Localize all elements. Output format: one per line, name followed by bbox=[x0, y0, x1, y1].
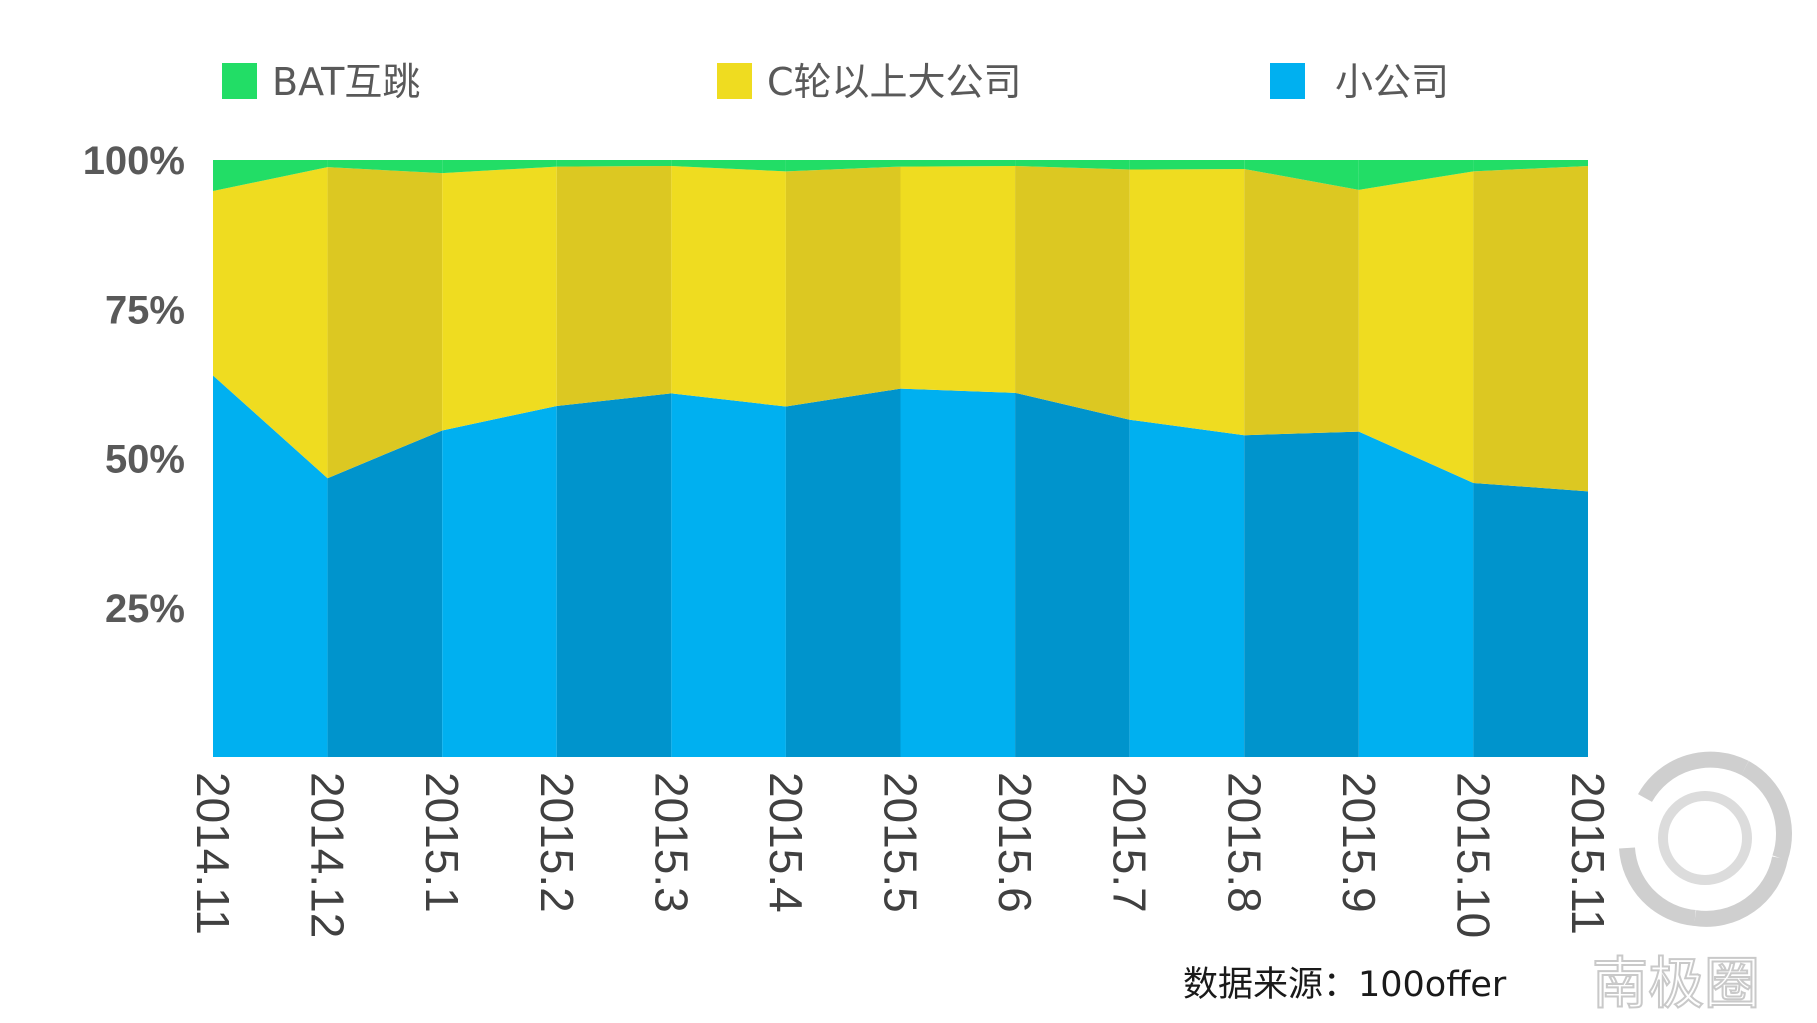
x-tick-label: 2015.2 bbox=[531, 772, 583, 913]
area-segment bbox=[1129, 168, 1245, 436]
x-tick-label: 2015.1 bbox=[416, 772, 468, 913]
area-segment bbox=[1473, 165, 1588, 492]
y-tick-label: 25% bbox=[105, 587, 185, 631]
series-2 bbox=[213, 160, 1588, 192]
area-segment bbox=[1244, 168, 1359, 436]
area-segment bbox=[1129, 160, 1245, 170]
area-segment bbox=[671, 393, 786, 757]
area-segment bbox=[556, 160, 672, 167]
x-axis: 2014.11 2014.12 2015.1 2015.2 2015.3 2015.4 20… bbox=[187, 772, 1614, 938]
area-segment bbox=[1358, 171, 1474, 483]
source-note: 数据来源：100offer bbox=[1183, 965, 1507, 1005]
x-tick-label: 2015.5 bbox=[875, 772, 927, 913]
area-segment bbox=[1244, 160, 1359, 190]
x-tick-label: 2015.10 bbox=[1447, 772, 1499, 938]
area-segment bbox=[1473, 482, 1588, 757]
legend-swatch-bat bbox=[222, 63, 257, 99]
area-segment bbox=[785, 160, 901, 172]
legend-label-small-company: 小公司 bbox=[1335, 60, 1449, 104]
area-segment bbox=[1358, 160, 1474, 190]
area-segment bbox=[671, 160, 786, 172]
area-segment bbox=[1015, 392, 1130, 757]
x-tick-label: 2015.7 bbox=[1104, 772, 1156, 913]
area-segment bbox=[327, 160, 443, 174]
area-segment bbox=[1473, 160, 1588, 172]
area-segment bbox=[785, 388, 901, 757]
area-segment bbox=[442, 160, 557, 174]
area-segment bbox=[1015, 160, 1130, 170]
area-segment bbox=[442, 166, 557, 431]
legend-label-bat: BAT互跳 bbox=[272, 60, 420, 104]
area-segment bbox=[327, 430, 443, 757]
area-segment bbox=[785, 166, 901, 407]
petal-logo-icon bbox=[1619, 751, 1792, 927]
x-tick-label: 2015.11 bbox=[1562, 772, 1614, 935]
watermark: 南极圈 bbox=[1591, 751, 1792, 1018]
area-segment bbox=[1015, 165, 1130, 420]
area-segment bbox=[1244, 431, 1359, 757]
area-segment bbox=[900, 165, 1016, 393]
x-tick-label: 2015.6 bbox=[989, 772, 1041, 913]
legend-label-large-company: C轮以上大公司 bbox=[767, 60, 1022, 104]
legend-swatch-small-company bbox=[1270, 63, 1305, 99]
y-tick-label: 50% bbox=[105, 438, 185, 482]
area-segment bbox=[900, 388, 1016, 757]
y-axis: 25% 50% 75% 100% bbox=[83, 139, 185, 631]
x-tick-label: 2015.9 bbox=[1333, 772, 1385, 913]
area-segment bbox=[900, 160, 1016, 167]
area-segment bbox=[1129, 419, 1245, 757]
area-segment bbox=[556, 393, 672, 757]
area-segment bbox=[213, 375, 328, 757]
area-segment bbox=[556, 165, 672, 406]
watermark-text: 南极圈 bbox=[1592, 952, 1760, 1017]
series-0 bbox=[213, 375, 1588, 757]
plot-area bbox=[213, 160, 1588, 757]
area-segment bbox=[442, 405, 557, 757]
series-1 bbox=[213, 165, 1588, 492]
legend-swatch-large-company bbox=[717, 63, 752, 99]
legend: BAT互跳 C轮以上大公司 小公司 bbox=[222, 60, 1449, 104]
x-tick-label: 2015.8 bbox=[1218, 772, 1270, 913]
area-segment bbox=[213, 160, 328, 192]
x-tick-label: 2014.11 bbox=[187, 772, 239, 935]
area-segment bbox=[213, 167, 328, 479]
y-tick-label: 75% bbox=[105, 288, 185, 332]
y-tick-label: 100% bbox=[83, 139, 185, 183]
area-segment bbox=[327, 167, 443, 479]
area-segment bbox=[671, 165, 786, 407]
x-tick-label: 2015.3 bbox=[645, 772, 697, 913]
x-tick-label: 2014.12 bbox=[302, 772, 354, 938]
x-tick-label: 2015.4 bbox=[760, 772, 812, 913]
area-segment bbox=[1358, 431, 1474, 757]
